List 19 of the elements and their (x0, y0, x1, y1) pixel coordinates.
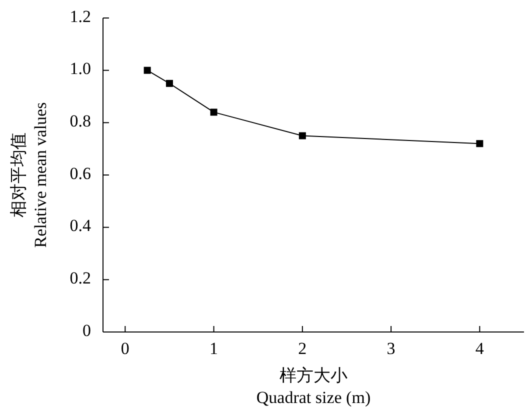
point (298, 132, 306, 140)
x-tick-label: 3 (386, 339, 396, 358)
y-tick-label: 1.0 (70, 59, 91, 78)
point (476, 140, 484, 148)
y-tick-label: 0.4 (70, 216, 92, 236)
x-tick-label: 0 (120, 339, 130, 358)
x-tick-label: 4 (475, 339, 484, 358)
x-tick-label: 2 (298, 339, 307, 358)
y-tick-label: 0.2 (70, 268, 91, 288)
x-axis-title: 样方大小 Quadrat size (m) (256, 366, 371, 407)
y-axis-title: 相对平均值 Relative mean values (9, 102, 50, 248)
y-tick-label: 1.2 (70, 6, 91, 26)
x-tick-label: 1 (210, 339, 218, 358)
point (144, 66, 151, 74)
y-tick-label: 0 (82, 320, 91, 340)
point (166, 80, 173, 87)
point (210, 108, 218, 116)
y-tick-label: 0.8 (70, 112, 91, 131)
y-tick-label: 0.6 (70, 164, 91, 183)
